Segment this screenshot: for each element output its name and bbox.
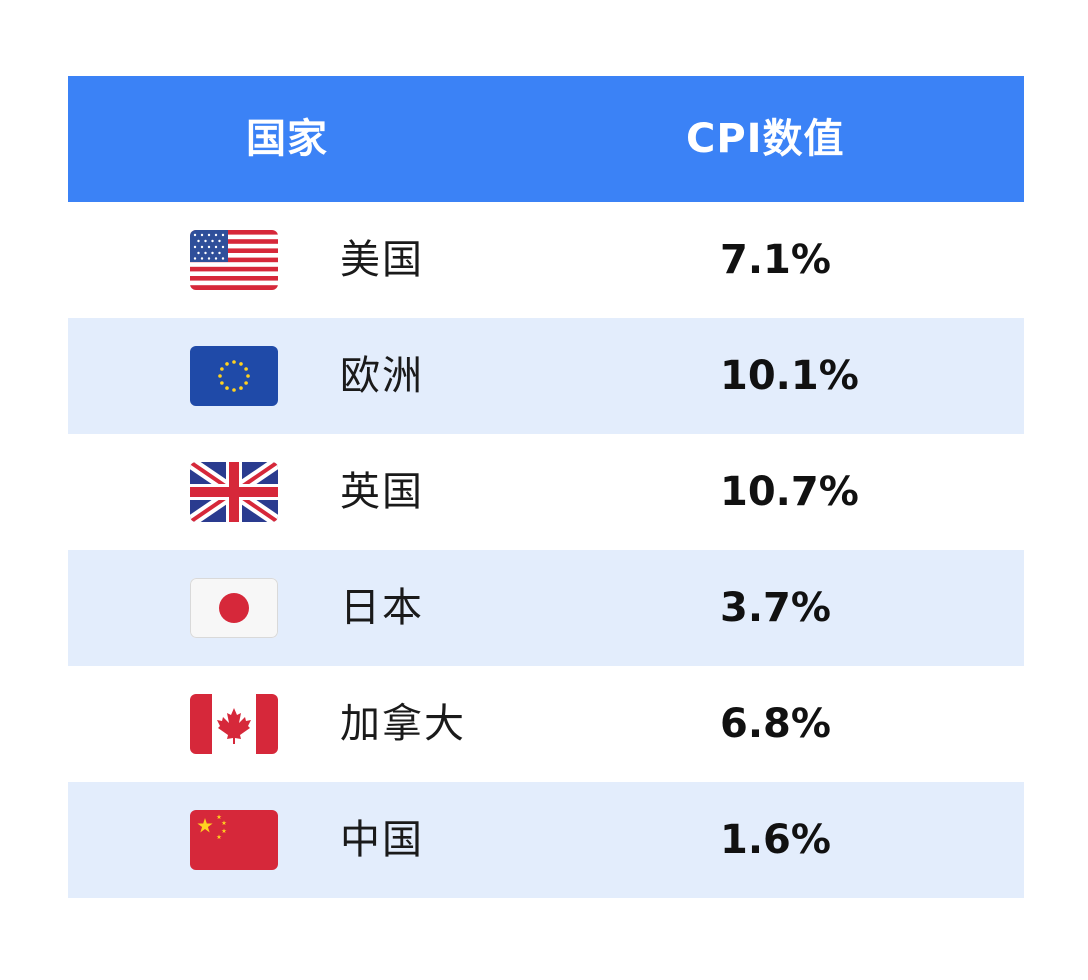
cpi-value: 1.6% [720, 817, 831, 863]
country-name: 英国 [340, 469, 424, 515]
cpi-value: 7.1% [720, 237, 831, 283]
country-name: 欧洲 [340, 353, 424, 399]
country-name: 日本 [340, 585, 424, 631]
us-flag-icon [190, 230, 278, 290]
cpi-value: 10.1% [720, 353, 859, 399]
cpi-value: 10.7% [720, 469, 859, 515]
eu-flag-icon [190, 346, 278, 406]
table-row: 英国 10.7% [68, 434, 1024, 550]
cpi-table: 国家 CPI数值 [68, 76, 1024, 898]
china-flag-icon [190, 810, 278, 870]
header-country: 国家 [246, 116, 328, 162]
table-row: 美国 7.1% [68, 202, 1024, 318]
table-row: 中国 1.6% [68, 782, 1024, 898]
country-name: 中国 [340, 817, 424, 863]
header-cpi: CPI数值 [686, 116, 845, 162]
canada-flag-icon [190, 694, 278, 754]
table-row: 欧洲 10.1% [68, 318, 1024, 434]
table-header: 国家 CPI数值 [68, 76, 1024, 202]
cpi-value: 6.8% [720, 701, 831, 747]
table-row: 日本 3.7% [68, 550, 1024, 666]
table-row: 加拿大 6.8% [68, 666, 1024, 782]
japan-flag-icon [190, 578, 278, 638]
country-name: 加拿大 [340, 701, 466, 747]
uk-flag-icon [190, 462, 278, 522]
cpi-value: 3.7% [720, 585, 831, 631]
country-name: 美国 [340, 237, 424, 283]
